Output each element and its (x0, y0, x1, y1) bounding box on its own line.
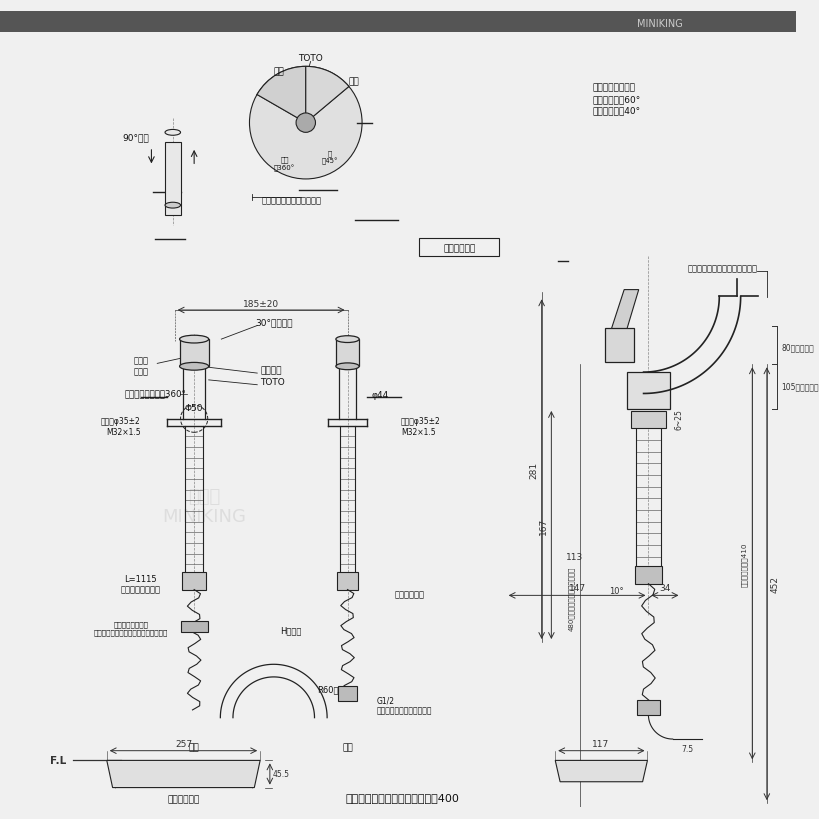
Bar (634, 567, 661, 584)
Text: Hラベル: Hラベル (280, 626, 301, 635)
Text: ホースストッパー
（取付毎示ラベル位置に取付ること）: ホースストッパー （取付毎示ラベル位置に取付ること） (93, 621, 168, 635)
Text: ホース先端まで410: ホース先端まで410 (740, 541, 747, 586)
Text: 80（止水時）: 80（止水時） (781, 343, 813, 352)
Ellipse shape (165, 203, 180, 209)
Polygon shape (611, 290, 638, 329)
Text: 281: 281 (529, 461, 538, 478)
Text: 45.5: 45.5 (273, 770, 290, 779)
Text: 取付穴φ35±2: 取付穴φ35±2 (400, 417, 440, 426)
Ellipse shape (165, 130, 180, 136)
Text: 左（湯）側　60°: 左（湯）側 60° (591, 95, 640, 104)
Bar (627, 373, 669, 410)
Bar (419, 239, 498, 256)
Text: φ44: φ44 (371, 391, 388, 400)
Text: 480（シャワーホース収納時）: 480（シャワーホース収納時） (568, 565, 574, 630)
Text: M32×1.5: M32×1.5 (400, 428, 435, 437)
Text: 6~25: 6~25 (674, 409, 683, 430)
Ellipse shape (336, 337, 359, 343)
Text: TOTO: TOTO (260, 378, 284, 387)
Text: 90°回転: 90°回転 (122, 133, 149, 143)
Bar (336, 340, 359, 367)
Polygon shape (106, 761, 260, 788)
Ellipse shape (179, 363, 209, 371)
Bar (165, 143, 180, 215)
Text: エコシングル: エコシングル (442, 244, 475, 253)
Text: 取付穴φ35±2: 取付穴φ35±2 (101, 417, 141, 426)
Text: 10°: 10° (609, 586, 623, 595)
Text: 30°回転切替: 30°回転切替 (255, 318, 292, 327)
Text: MINIKING: MINIKING (636, 19, 682, 29)
Text: G1/2
（テーパおねじ接続不可）: G1/2 （テーパおねじ接続不可） (376, 695, 432, 715)
Wedge shape (305, 67, 348, 124)
Circle shape (296, 114, 315, 133)
Text: 147: 147 (568, 583, 586, 592)
Bar (636, 700, 659, 715)
Text: 452: 452 (769, 576, 778, 592)
Text: スパウト回転角度360°: スパウト回転角度360° (124, 388, 186, 397)
Text: ハンドル回転角度: ハンドル回転角度 (591, 83, 635, 92)
Bar (604, 329, 633, 363)
Circle shape (249, 67, 362, 179)
Bar (179, 340, 209, 367)
Bar (180, 621, 207, 632)
Text: Φ50: Φ50 (184, 403, 203, 412)
Text: M32×1.5: M32×1.5 (106, 428, 141, 437)
Text: 34: 34 (658, 583, 670, 592)
Text: 水
約45°: 水 約45° (321, 150, 338, 165)
Bar (0, 12, 795, 34)
Text: 7.5: 7.5 (681, 744, 693, 753)
Text: 167: 167 (538, 517, 547, 534)
Text: スパウト高さ調整可（フリー）: スパウト高さ調整可（フリー） (686, 265, 756, 274)
Text: 257: 257 (174, 740, 192, 749)
Text: 185±20: 185±20 (242, 299, 278, 308)
Text: 青色: 青色 (349, 77, 360, 86)
Text: L=1115
（フレキホース）: L=1115 （フレキホース） (120, 574, 161, 594)
Bar (630, 411, 665, 429)
Text: R60以上: R60以上 (316, 684, 343, 693)
Wedge shape (256, 67, 305, 124)
Text: 配件王
MINIKING: 配件王 MINIKING (161, 487, 246, 526)
Text: シャワー: シャワー (260, 366, 281, 375)
Text: 105（吐水時）: 105（吐水時） (781, 382, 818, 391)
Bar (183, 572, 206, 590)
Bar (337, 686, 357, 701)
Text: シャワーホース引き出し長さ：400: シャワーホース引き出し長さ：400 (346, 792, 459, 803)
Ellipse shape (179, 336, 209, 344)
Text: 113: 113 (565, 552, 582, 561)
Text: 湯側: 湯側 (188, 742, 199, 751)
Text: 右（水）側　40°: 右（水）側 40° (591, 106, 640, 115)
Text: 赤色: 赤色 (273, 68, 283, 77)
Text: この面よりシャワー引出し: この面よりシャワー引出し (261, 197, 321, 206)
Text: フレキホース: フレキホース (394, 589, 424, 598)
Text: TOTO: TOTO (298, 54, 323, 63)
Text: 117: 117 (591, 740, 609, 749)
Ellipse shape (336, 364, 359, 370)
Text: ソフト
グレー: ソフト グレー (133, 356, 148, 376)
Text: 水側: 水側 (342, 742, 352, 751)
Text: 湯合
約360°: 湯合 約360° (274, 156, 295, 172)
Text: F.L: F.L (50, 755, 66, 766)
Polygon shape (554, 761, 647, 782)
Bar (337, 572, 358, 590)
Text: 水受けトレイ: 水受けトレイ (167, 794, 199, 803)
